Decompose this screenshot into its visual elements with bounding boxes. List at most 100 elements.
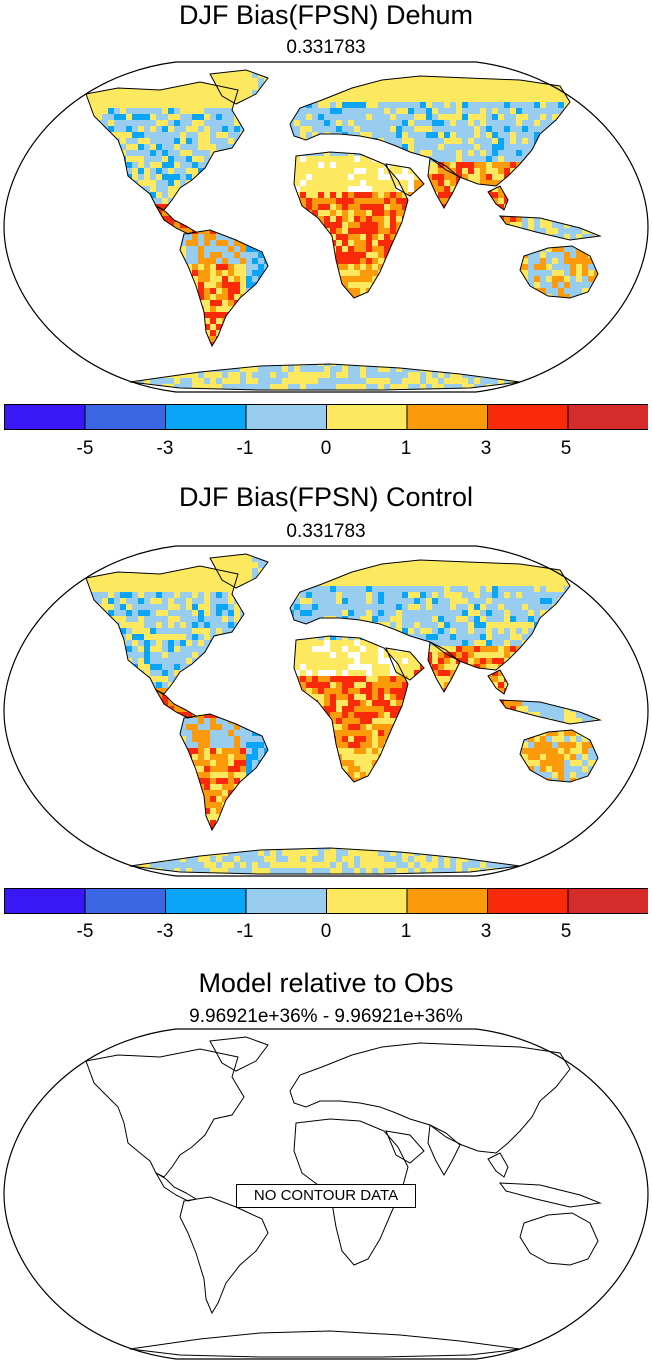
bias-cell — [618, 246, 624, 252]
bias-cell — [228, 288, 234, 294]
bias-cell — [126, 168, 132, 174]
bias-cell — [648, 258, 652, 264]
bias-cell — [372, 132, 378, 138]
bias-cell — [246, 126, 252, 132]
bias-cell — [522, 150, 528, 156]
bias-cell — [114, 120, 120, 126]
bias-cell — [144, 222, 150, 228]
bias-cell — [546, 132, 552, 138]
bias-cell — [30, 90, 36, 96]
bias-cell — [522, 204, 528, 210]
bias-cell — [462, 108, 468, 114]
bias-cell — [30, 78, 36, 84]
bias-cell — [552, 90, 558, 96]
bias-cell — [408, 198, 414, 204]
bias-cell — [216, 222, 222, 228]
bias-cell — [72, 294, 78, 300]
bias-cell — [516, 294, 522, 300]
bias-cell — [468, 96, 474, 102]
bias-cell — [96, 240, 102, 246]
bias-cell — [114, 318, 120, 324]
bias-cell — [42, 234, 48, 240]
bias-cell — [366, 324, 372, 330]
bias-cell — [96, 162, 102, 168]
bias-cell — [552, 198, 558, 204]
bias-cell — [570, 114, 576, 120]
bias-cell — [522, 162, 528, 168]
bias-cell — [570, 300, 576, 306]
bias-cell — [402, 222, 408, 228]
bias-cell — [6, 336, 12, 342]
bias-cell — [132, 102, 138, 108]
bias-cell — [468, 252, 474, 258]
bias-cell — [174, 270, 180, 276]
bias-cell — [54, 96, 60, 102]
bias-cell — [60, 264, 66, 270]
bias-cell — [90, 70, 96, 72]
bias-cell — [510, 258, 516, 264]
bias-cell — [378, 294, 384, 300]
bias-cell — [78, 78, 84, 84]
bias-cell — [534, 132, 540, 138]
bias-cell — [552, 270, 558, 276]
bias-cell — [96, 246, 102, 252]
bias-cell — [192, 108, 198, 114]
bias-cell — [360, 324, 366, 330]
bias-cell — [18, 96, 24, 102]
bias-cell — [306, 312, 312, 318]
bias-cell — [86, 210, 90, 216]
bias-cell — [12, 102, 18, 108]
bias-cell — [366, 114, 372, 120]
bias-cell — [450, 132, 456, 138]
bias-cell — [300, 72, 306, 78]
bias-cell — [162, 330, 168, 336]
bias-cell — [36, 180, 42, 186]
bias-cell — [516, 288, 522, 294]
bias-cell — [564, 96, 570, 102]
bias-cell — [534, 186, 540, 192]
bias-cell — [234, 78, 240, 84]
bias-cell — [72, 216, 78, 222]
bias-cell — [594, 246, 600, 252]
bias-cell — [258, 60, 264, 66]
bias-cell — [0, 276, 6, 282]
bias-cell — [180, 180, 186, 186]
bias-cell — [12, 294, 18, 300]
bias-cell — [0, 66, 6, 72]
bias-cell — [300, 186, 306, 192]
bias-cell — [624, 192, 630, 198]
bias-cell — [168, 252, 174, 258]
bias-cell — [294, 156, 300, 162]
bias-cell — [0, 270, 6, 276]
bias-cell — [462, 70, 468, 72]
bias-cell — [86, 138, 90, 144]
bias-cell — [222, 180, 228, 186]
bias-cell — [432, 258, 438, 264]
bias-cell — [498, 138, 504, 144]
bias-cell — [474, 70, 480, 72]
bias-cell — [192, 240, 198, 246]
bias-cell — [390, 72, 396, 78]
bias-cell — [36, 300, 42, 306]
bias-cell — [600, 228, 606, 234]
bias-cell — [60, 258, 66, 264]
bias-cell — [180, 264, 186, 270]
bias-cell — [456, 294, 462, 300]
bias-cell — [366, 282, 372, 288]
bias-cell — [30, 72, 36, 78]
bias-cell — [444, 306, 450, 312]
bias-cell — [462, 156, 468, 162]
bias-cell — [198, 222, 204, 228]
bias-cell — [204, 198, 210, 204]
bias-cell — [348, 240, 354, 246]
bias-cell — [30, 264, 36, 270]
bias-cell — [204, 216, 210, 222]
bias-cell — [324, 102, 330, 108]
bias-cell — [174, 102, 180, 108]
bias-cell — [78, 288, 84, 294]
bias-cell — [66, 108, 72, 114]
bias-cell — [198, 294, 204, 300]
bias-cell — [174, 198, 180, 204]
bias-cell — [516, 102, 522, 108]
bias-cell — [492, 306, 498, 312]
